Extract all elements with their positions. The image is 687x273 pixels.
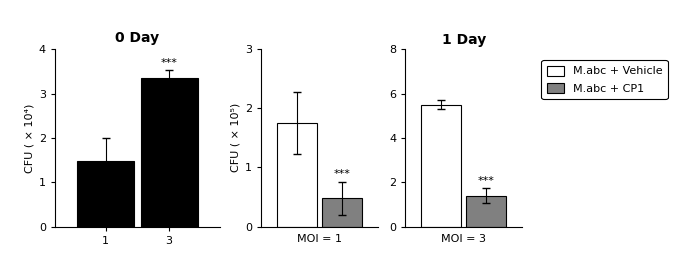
Title: 0 Day: 0 Day <box>115 31 159 45</box>
Bar <box>466 195 506 227</box>
Bar <box>421 105 462 227</box>
Bar <box>322 198 362 227</box>
Y-axis label: CFU ( × 10⁵): CFU ( × 10⁵) <box>231 103 240 173</box>
X-axis label: MOI = 3: MOI = 3 <box>441 233 486 244</box>
Legend: M.abc + Vehicle, M.abc + CP1: M.abc + Vehicle, M.abc + CP1 <box>541 60 668 99</box>
Bar <box>141 78 198 227</box>
Text: ***: *** <box>333 169 350 179</box>
Text: ***: *** <box>161 58 177 68</box>
Bar <box>77 161 134 227</box>
Text: ***: *** <box>477 176 495 186</box>
Text: 1 Day: 1 Day <box>442 33 486 47</box>
Bar <box>277 123 317 227</box>
X-axis label: MOI = 1: MOI = 1 <box>297 233 342 244</box>
Y-axis label: CFU ( × 10⁴): CFU ( × 10⁴) <box>25 103 34 173</box>
